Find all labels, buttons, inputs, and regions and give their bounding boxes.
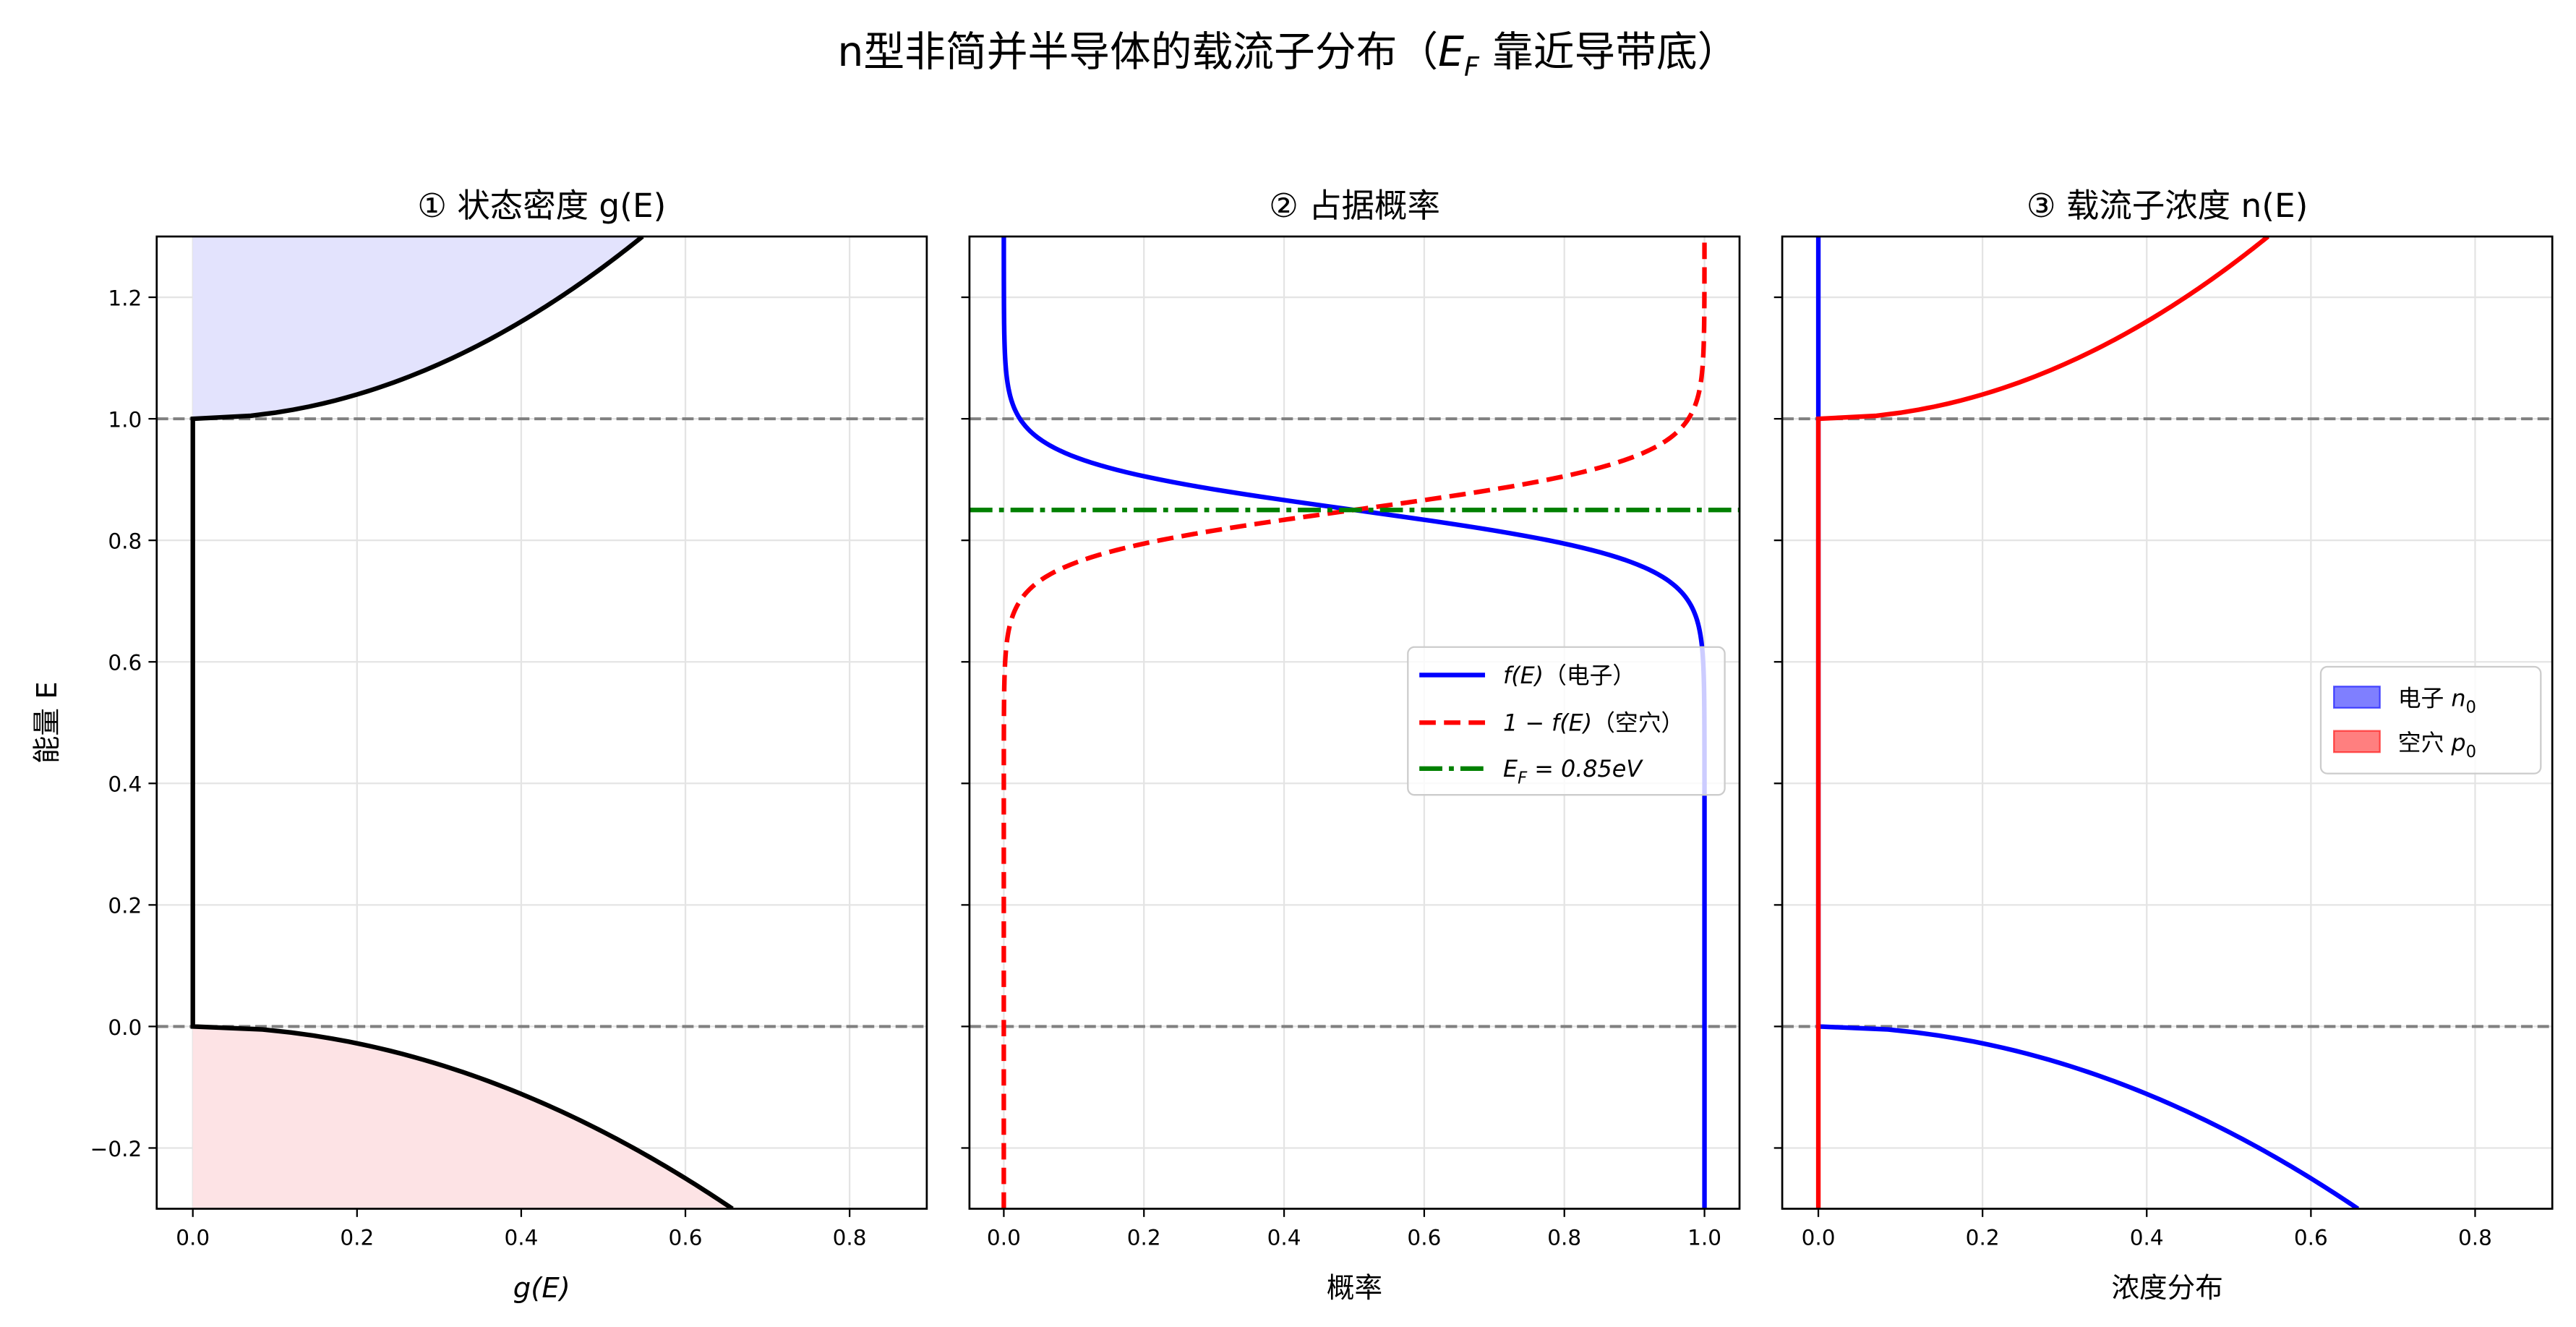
legend-occupancy: f(E)（电子） 1 − f(E)（空穴） EF = 0.85eV <box>1407 646 1726 796</box>
panel-3: 0.0 0.2 0.4 0.6 0.8 ③ 载流子浓度 n(E) 浓度分布 <box>1773 187 2554 1305</box>
y-tick-label: 1.0 <box>108 407 142 432</box>
x-tick-label: 0.8 <box>833 1225 867 1250</box>
legend-label: 电子 n0 <box>2398 686 2476 717</box>
axes-frame <box>968 235 1741 1210</box>
x-tick-label: 0.4 <box>1267 1225 1301 1250</box>
legend-frame <box>1407 646 1726 796</box>
subplot-title: ② 占据概率 <box>1269 187 1440 225</box>
x-tick-label: 0.8 <box>2458 1225 2492 1250</box>
x-tick-label: 0.6 <box>2294 1225 2328 1250</box>
legend-sym: E <box>1503 756 1518 782</box>
legend-rest: = 0.85eV <box>1527 756 1643 782</box>
axes-frame <box>155 235 928 1210</box>
figure-title: n型非简并半导体的载流子分布（EF 靠近导带底） <box>837 28 1738 82</box>
legend-fn: 1 − f(E) <box>1503 710 1592 737</box>
x-tick-label: 0.0 <box>987 1225 1021 1250</box>
valence-band-fill <box>192 1026 733 1209</box>
y-tick-label: 0.4 <box>108 772 142 797</box>
x-tick-label: 0.2 <box>1127 1225 1161 1250</box>
subplot-title: ③ 载流子浓度 n(E) <box>2027 187 2308 225</box>
x-tick-label: 0.6 <box>669 1225 703 1250</box>
x-tick-label: 0.4 <box>2130 1225 2164 1250</box>
legend-sub: 0 <box>2466 699 2476 717</box>
x-axis-label: 概率 <box>1327 1272 1382 1305</box>
x-tick-label: 1.0 <box>1687 1225 1721 1250</box>
plot-area <box>156 236 927 1209</box>
x-tick-label: 0.2 <box>340 1225 374 1250</box>
subplot-title: ① 状态密度 g(E) <box>417 187 666 225</box>
conduction-band-fill <box>192 236 643 419</box>
y-axis-label: 能量 E <box>31 681 64 764</box>
legend-cn: 电子 <box>2398 686 2452 712</box>
x-tick-label: 0.0 <box>1802 1225 1836 1250</box>
x-tick-label: 0.8 <box>1547 1225 1581 1250</box>
legend-frame <box>2319 665 2542 775</box>
y-tick-label: 0.6 <box>108 651 142 675</box>
legend-label: 空穴 p0 <box>2398 730 2476 761</box>
legend-swatch <box>2333 686 2381 709</box>
legend-sub: 0 <box>2466 743 2476 761</box>
x-axis-label: 浓度分布 <box>2111 1272 2222 1305</box>
electron-concentration-curve <box>1815 236 2360 1209</box>
legend-hole-label: 1 − f(E)（空穴） <box>1503 710 1684 737</box>
legend-cn: （空穴） <box>1592 710 1684 737</box>
hole-occupancy-curve <box>1001 236 1707 1209</box>
legend-sym: n <box>2451 686 2465 712</box>
legend-electron-label: f(E)（电子） <box>1503 662 1635 689</box>
x-tick-label: 0.4 <box>504 1225 538 1250</box>
legend-fermi-label: EF = 0.85eV <box>1503 756 1643 788</box>
panel-1: 0.0 0.2 0.4 0.6 0.8 −0.2 0.0 0.2 0.4 0.6 0.8 1.0 1.2… <box>90 187 928 1305</box>
legend-fn: f(E) <box>1503 662 1544 689</box>
plot-area <box>1782 236 2553 1209</box>
hole-concentration-curve <box>1815 236 2269 1209</box>
y-tick-label: 0.2 <box>108 894 142 918</box>
x-axis-label: g(E) <box>513 1272 570 1305</box>
y-tick-label: 0.0 <box>108 1015 142 1040</box>
x-tick-label: 0.0 <box>176 1225 210 1250</box>
legend-cn: 空穴 <box>2398 730 2452 756</box>
y-tick-label: 0.8 <box>108 529 142 554</box>
x-tick-label: 0.6 <box>1407 1225 1441 1250</box>
legend-cn: （电子） <box>1544 662 1635 689</box>
dos-curve <box>190 236 734 1209</box>
x-tick-label: 0.2 <box>1966 1225 2000 1250</box>
y-tick-label: 1.2 <box>108 286 142 310</box>
legend-sym: p <box>2450 730 2465 756</box>
legend-sub: F <box>1518 769 1528 788</box>
axes-frame <box>1781 235 2554 1210</box>
legend-swatch <box>2333 730 2381 754</box>
y-tick-label: −0.2 <box>90 1137 142 1161</box>
